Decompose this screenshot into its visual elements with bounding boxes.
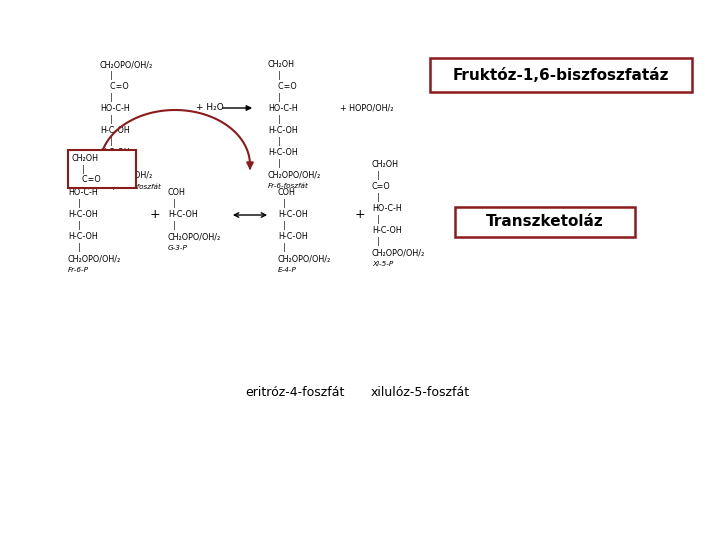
Text: |: | <box>100 115 112 124</box>
Text: |: | <box>268 71 281 80</box>
Text: CH₂OPO/OH/₂: CH₂OPO/OH/₂ <box>278 254 331 263</box>
Text: |: | <box>278 243 286 252</box>
Text: Transzketoláz: Transzketoláz <box>486 214 604 230</box>
Text: CH₂OH: CH₂OH <box>372 160 399 169</box>
Text: C=O: C=O <box>100 82 129 91</box>
Text: |: | <box>372 215 379 224</box>
Text: +: + <box>150 208 161 221</box>
Text: |: | <box>100 137 112 146</box>
Text: CH₂OPO/OH/₂: CH₂OPO/OH/₂ <box>100 60 153 69</box>
Text: H-C-OH: H-C-OH <box>68 210 98 219</box>
Text: |: | <box>278 221 286 230</box>
Bar <box>430 58 692 92</box>
Text: Fruktóz-1,6-biszfoszfatáz: Fruktóz-1,6-biszfoszfatáz <box>453 68 670 83</box>
Text: |: | <box>100 93 112 102</box>
Text: |: | <box>68 243 81 252</box>
Text: COH: COH <box>168 188 186 197</box>
Text: H-C-OH: H-C-OH <box>372 226 402 235</box>
Text: |: | <box>268 115 281 124</box>
Text: COH: COH <box>278 188 296 197</box>
Text: CH₂OPO/OH/₂: CH₂OPO/OH/₂ <box>100 170 153 179</box>
Text: H-C-OH: H-C-OH <box>100 126 130 135</box>
Text: |: | <box>268 137 281 146</box>
Text: xilulóz-5-foszfát: xilulóz-5-foszfát <box>370 386 469 399</box>
Text: eritróz-4-foszfát: eritróz-4-foszfát <box>246 386 345 399</box>
Text: H-C-OH: H-C-OH <box>168 210 198 219</box>
Text: |: | <box>68 221 81 230</box>
Text: |: | <box>100 159 112 168</box>
Text: |: | <box>100 71 112 80</box>
Text: |: | <box>278 199 286 208</box>
Text: CH₂OPO/OH/₂: CH₂OPO/OH/₂ <box>372 248 426 257</box>
Text: H-C-OH: H-C-OH <box>268 148 298 157</box>
Text: CH₂OPO/OH/₂: CH₂OPO/OH/₂ <box>68 254 121 263</box>
Text: H-C-OH: H-C-OH <box>278 232 307 241</box>
Text: |: | <box>268 93 281 102</box>
Text: + H₂O: + H₂O <box>196 104 224 112</box>
Text: |: | <box>372 237 379 246</box>
Text: G-3-P: G-3-P <box>168 245 188 251</box>
Text: C=O: C=O <box>268 82 297 91</box>
Text: H-C-OH: H-C-OH <box>268 126 298 135</box>
Text: Fr-1,6-biszfoszfát: Fr-1,6-biszfoszfát <box>100 183 162 190</box>
Text: |: | <box>168 199 176 208</box>
Text: HO-C-H: HO-C-H <box>100 104 130 113</box>
Text: +: + <box>355 208 365 221</box>
Text: Fr-6-foszfát: Fr-6-foszfát <box>268 183 309 189</box>
Text: H-C-OH: H-C-OH <box>68 232 98 241</box>
Text: |: | <box>372 171 379 180</box>
Text: |: | <box>372 193 379 202</box>
Text: E-4-P: E-4-P <box>278 267 297 273</box>
Text: C=O: C=O <box>72 175 101 184</box>
Text: CH₂OH: CH₂OH <box>268 60 295 69</box>
Text: CH₂OPO/OH/₂: CH₂OPO/OH/₂ <box>168 232 221 241</box>
Text: |: | <box>68 199 81 208</box>
Text: H-C-OH: H-C-OH <box>278 210 307 219</box>
Text: HO-C-H: HO-C-H <box>372 204 402 213</box>
Text: Fr-6-P: Fr-6-P <box>68 267 89 273</box>
Text: + HOPO/OH/₂: + HOPO/OH/₂ <box>340 104 394 112</box>
Text: HO-C-H: HO-C-H <box>68 188 98 197</box>
Text: C=O: C=O <box>372 182 391 191</box>
Bar <box>68 150 136 188</box>
Text: |: | <box>168 221 176 230</box>
Text: CH₂OH: CH₂OH <box>72 154 99 163</box>
Text: CH₂OPO/OH/₂: CH₂OPO/OH/₂ <box>268 170 321 179</box>
Bar <box>455 207 635 237</box>
Text: Xl-5-P: Xl-5-P <box>372 261 393 267</box>
Text: |: | <box>72 165 85 174</box>
Text: HO-C-H: HO-C-H <box>268 104 298 113</box>
Text: H-C-OH: H-C-OH <box>100 148 130 157</box>
Text: |: | <box>268 159 281 168</box>
